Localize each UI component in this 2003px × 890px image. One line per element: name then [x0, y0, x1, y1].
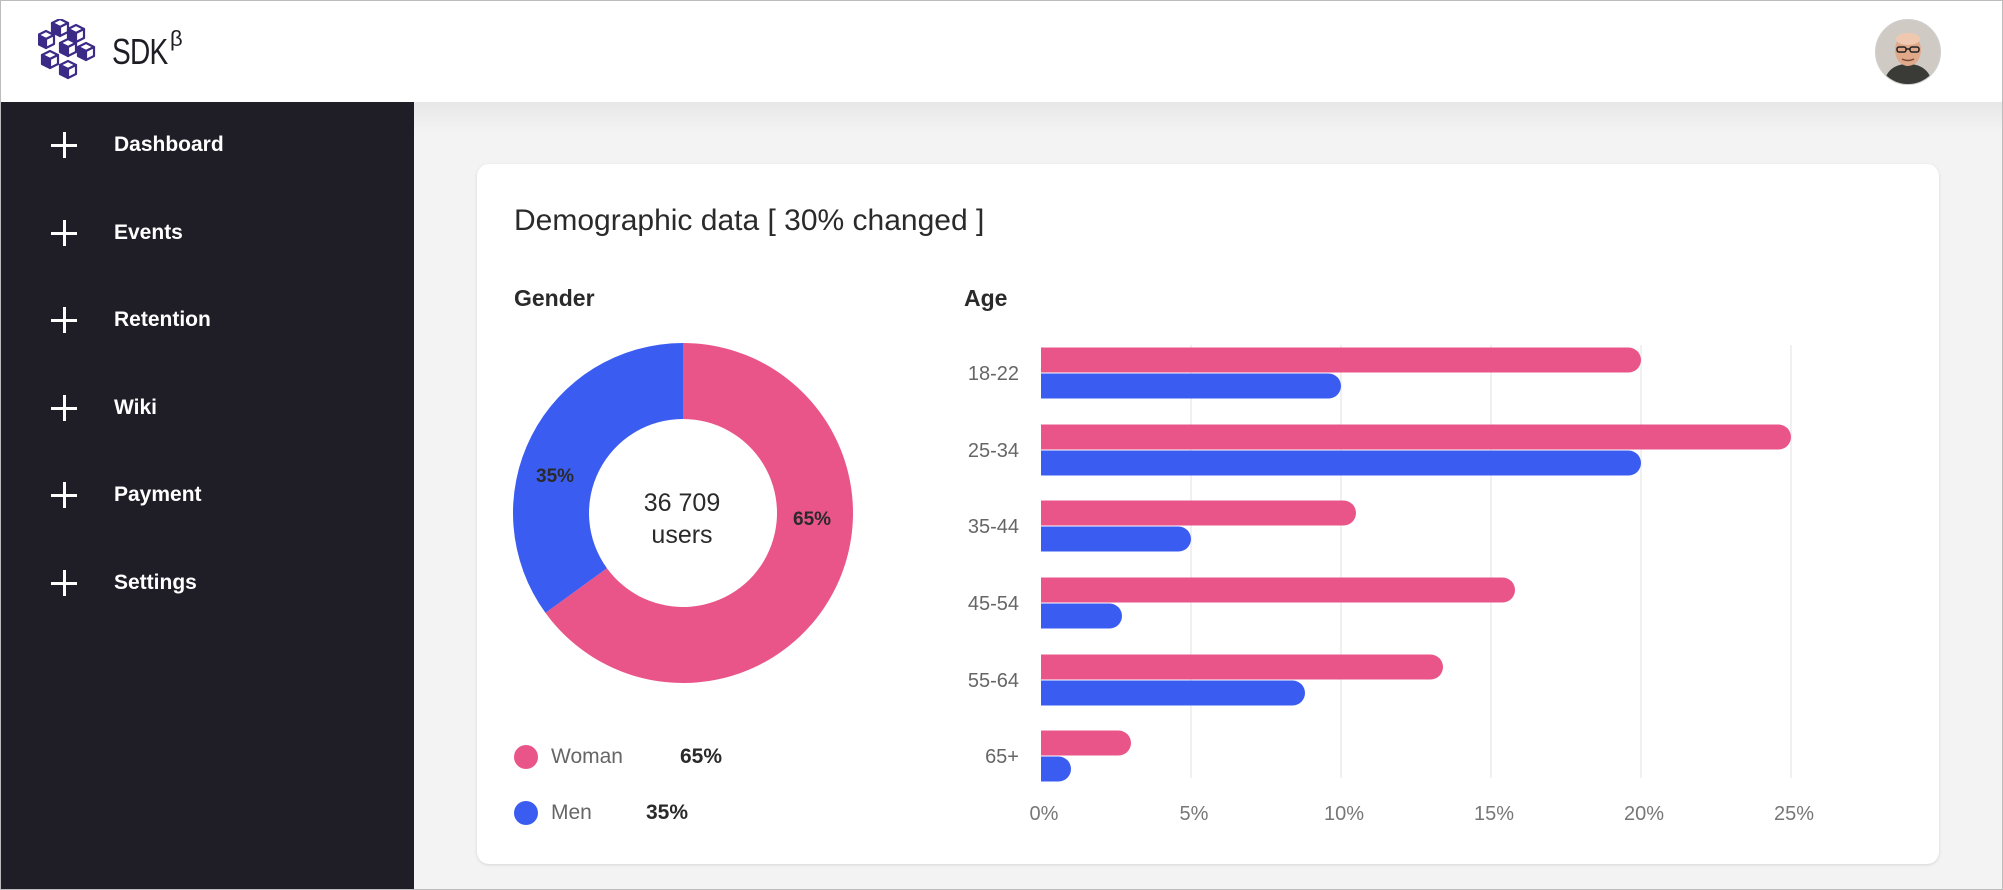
sidebar-item-label: Payment [114, 483, 202, 506]
age-tick-label: 25-34 [968, 440, 1019, 462]
card-title: Demographic data [ 30% changed ] [514, 204, 985, 237]
bar-men-18-22[interactable] [1041, 373, 1341, 399]
bar-base [1041, 577, 1054, 603]
x-tick-label: 25% [1774, 803, 1814, 825]
bar-base [1041, 654, 1054, 680]
sidebar-item-label: Retention [114, 308, 211, 331]
donut-slice-men[interactable] [513, 343, 683, 613]
sidebar-item-label: Settings [114, 571, 197, 594]
bar-base [1041, 500, 1054, 526]
plus-icon [51, 482, 77, 508]
bar-woman-25-34[interactable] [1041, 424, 1791, 450]
legend-value: 35% [646, 801, 689, 824]
sidebar: Dashboard Events Retention Wiki Payment … [1, 102, 414, 889]
x-tick-label: 10% [1324, 803, 1364, 825]
legend-item-woman[interactable]: Woman 65% [514, 742, 722, 772]
age-tick-label: 55-64 [968, 670, 1019, 692]
avatar-person-icon [1876, 20, 1940, 84]
sidebar-item-payment[interactable]: Payment [1, 464, 414, 524]
plus-icon [51, 307, 77, 333]
bar-base [1041, 756, 1054, 782]
sidebar-item-label: Wiki [114, 396, 157, 419]
plus-icon [51, 132, 77, 158]
legend-dot-woman [514, 745, 538, 769]
age-title: Age [964, 285, 1008, 311]
age-tick-label: 65+ [985, 746, 1019, 768]
bar-base [1041, 424, 1054, 450]
demographic-card: Demographic data [ 30% changed ] Gender … [477, 164, 1939, 864]
user-avatar[interactable] [1875, 19, 1941, 85]
x-tick-label: 5% [1180, 803, 1209, 825]
plus-icon [51, 395, 77, 421]
sidebar-item-events[interactable]: Events [1, 202, 414, 262]
legend-value: 65% [680, 745, 723, 768]
sidebar-item-dashboard[interactable]: Dashboard [1, 114, 414, 174]
sidebar-item-retention[interactable]: Retention [1, 289, 414, 349]
age-tick-label: 45-54 [968, 593, 1019, 615]
sidebar-item-wiki[interactable]: Wiki [1, 377, 414, 437]
sidebar-item-settings[interactable]: Settings [1, 552, 414, 612]
bar-men-35-44[interactable] [1041, 526, 1191, 552]
bar-men-55-64[interactable] [1041, 680, 1305, 706]
bar-base [1041, 373, 1054, 399]
legend-name: Men [551, 801, 592, 824]
age-tick-label: 35-44 [968, 516, 1019, 538]
top-bar: SDK β [1, 1, 2002, 102]
age-tick-label: 18-22 [968, 363, 1019, 385]
bar-base [1041, 680, 1054, 706]
gender-donut-chart [513, 343, 853, 683]
bar-base [1041, 730, 1054, 756]
beta-badge: β [170, 26, 183, 51]
bar-men-25-34[interactable] [1041, 450, 1641, 476]
x-tick-label: 15% [1474, 803, 1514, 825]
legend-item-men[interactable]: Men 35% [514, 798, 714, 828]
bar-base [1041, 603, 1054, 629]
plus-icon [51, 570, 77, 596]
total-users-label: users [651, 521, 713, 549]
logo-cubes-icon[interactable] [38, 19, 98, 83]
slice-label-men: 35% [536, 466, 575, 487]
bar-base [1041, 347, 1054, 373]
bar-woman-35-44[interactable] [1041, 500, 1356, 526]
total-users-count: 36 709 [643, 489, 721, 517]
sidebar-item-label: Events [114, 221, 183, 244]
age-bar-chart: 18-22 25-34 35-44 45-54 55-64 65+ 0% 5% 10% 15% 20… [968, 345, 1814, 825]
donut-center-total: 36 709 users [582, 487, 782, 551]
bar-woman-45-54[interactable] [1041, 577, 1515, 603]
gender-title: Gender [514, 285, 595, 311]
bar-woman-18-22[interactable] [1041, 347, 1641, 373]
header-shadow [414, 102, 2002, 132]
bar-men-45-54[interactable] [1041, 603, 1122, 629]
sidebar-item-label: Dashboard [114, 133, 224, 156]
x-tick-label: 0% [1030, 803, 1059, 825]
brand-name: SDK [112, 31, 168, 72]
bar-base [1041, 450, 1054, 476]
donut-slice-woman[interactable] [545, 343, 853, 683]
bar-woman-65+[interactable] [1041, 730, 1131, 756]
slice-label-woman: 65% [793, 509, 832, 530]
legend-name: Woman [551, 745, 623, 768]
x-tick-label: 20% [1624, 803, 1664, 825]
legend-dot-men [514, 801, 538, 825]
plus-icon [51, 220, 77, 246]
bar-woman-55-64[interactable] [1041, 654, 1443, 680]
bar-base [1041, 526, 1054, 552]
